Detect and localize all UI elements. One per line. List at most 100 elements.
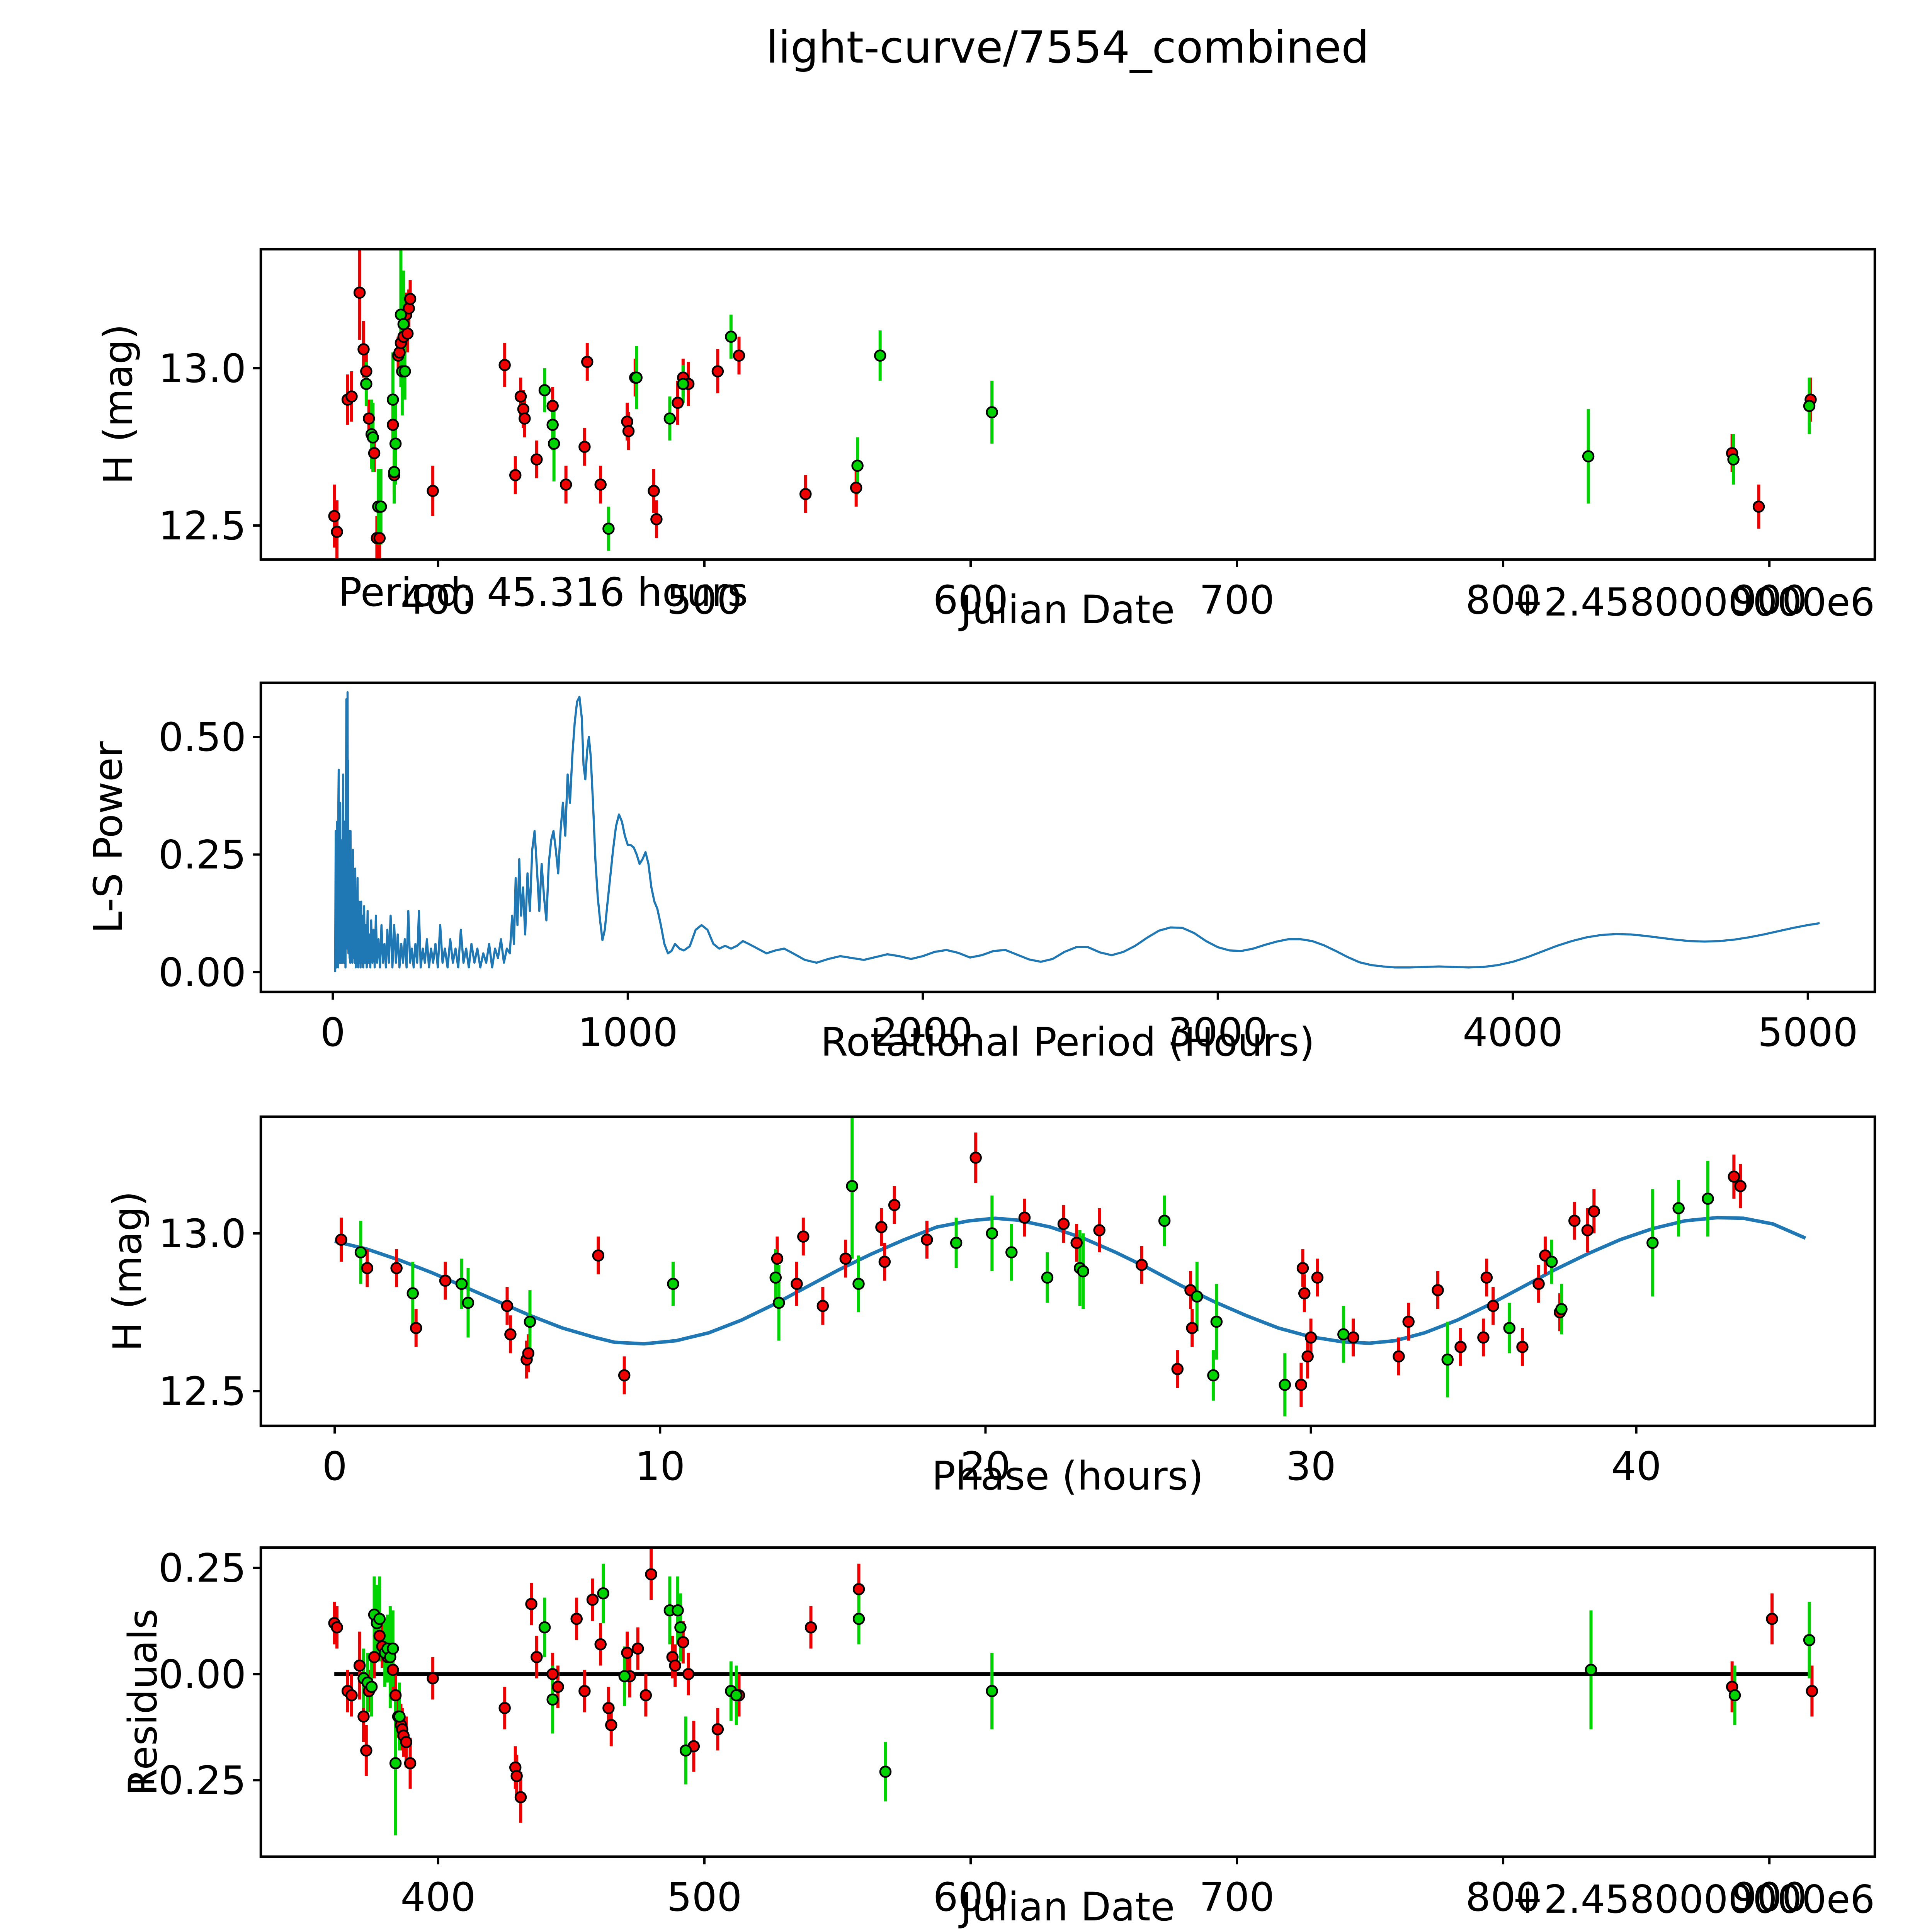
data-point bbox=[1503, 1322, 1516, 1334]
x-tick-label: 800 bbox=[1466, 1874, 1541, 1920]
x-tick-label: 500 bbox=[667, 577, 742, 623]
data-point bbox=[1077, 1265, 1089, 1277]
x-tick-label: 20 bbox=[961, 1444, 1011, 1490]
data-point bbox=[852, 1583, 865, 1595]
data-point bbox=[462, 1296, 474, 1309]
data-point bbox=[546, 418, 559, 431]
data-point bbox=[360, 378, 372, 390]
data-point bbox=[331, 1621, 343, 1634]
data-point bbox=[353, 286, 366, 299]
data-point bbox=[1171, 1363, 1184, 1375]
data-point bbox=[650, 513, 663, 526]
lightcurve-ylabel: H (mag) bbox=[95, 324, 141, 484]
data-point bbox=[400, 1736, 412, 1748]
x-tick-label: 600 bbox=[933, 577, 1009, 623]
residuals-frame bbox=[259, 1546, 1876, 1858]
x-tick-label: 4000 bbox=[1463, 1010, 1563, 1056]
data-point bbox=[621, 1646, 633, 1659]
data-point bbox=[669, 1659, 681, 1672]
x-tick-label: 1000 bbox=[578, 1010, 678, 1056]
data-point bbox=[631, 1642, 644, 1655]
x-tick-label: 0 bbox=[320, 1010, 345, 1056]
data-point bbox=[1070, 1236, 1083, 1249]
data-point bbox=[365, 1680, 378, 1693]
data-point bbox=[769, 1271, 782, 1284]
data-point bbox=[711, 365, 724, 378]
data-point bbox=[630, 371, 643, 384]
data-point bbox=[1588, 1205, 1600, 1218]
x-tick-label: 5000 bbox=[1758, 1010, 1858, 1056]
data-point bbox=[531, 453, 543, 466]
y-tick-label: 12.5 bbox=[158, 1369, 246, 1415]
phase-data bbox=[334, 1117, 1806, 1417]
data-point bbox=[850, 481, 862, 494]
phase-ylabel: H (mag) bbox=[105, 1191, 151, 1351]
data-point bbox=[373, 532, 386, 544]
data-point bbox=[645, 1568, 657, 1580]
data-point bbox=[846, 1180, 858, 1192]
data-point bbox=[578, 1685, 591, 1697]
lightcurve-frame bbox=[259, 248, 1876, 561]
lightcurve-axis-offset: +2.4580000000e6 bbox=[1511, 580, 1875, 625]
data-point bbox=[1158, 1214, 1171, 1227]
x-tick-label: 600 bbox=[933, 1874, 1009, 1920]
data-point bbox=[368, 1651, 381, 1663]
x-tick-label: 2000 bbox=[872, 1010, 973, 1056]
data-point bbox=[986, 1685, 998, 1697]
period-annotation: Period: 45.316 hours bbox=[338, 570, 748, 616]
periodogram-line bbox=[334, 691, 1820, 972]
data-point bbox=[501, 1300, 514, 1312]
data-point bbox=[331, 526, 343, 538]
data-point bbox=[389, 1757, 402, 1769]
residuals-axis-offset: +2.4580000000e6 bbox=[1511, 1877, 1875, 1922]
data-point bbox=[368, 447, 381, 459]
data-point bbox=[514, 390, 527, 403]
data-point bbox=[1803, 1634, 1816, 1646]
x-tick-label: 900 bbox=[1732, 1874, 1807, 1920]
data-point bbox=[354, 1246, 367, 1259]
data-point bbox=[1186, 1322, 1198, 1334]
data-point bbox=[1207, 1369, 1219, 1382]
data-point bbox=[345, 390, 358, 403]
data-point bbox=[546, 1693, 559, 1706]
data-point bbox=[531, 1651, 543, 1663]
data-point bbox=[1734, 1180, 1747, 1192]
data-point bbox=[1301, 1350, 1314, 1363]
x-tick-label: 900 bbox=[1732, 577, 1807, 623]
data-point bbox=[771, 1252, 784, 1265]
data-point bbox=[672, 396, 684, 409]
data-point bbox=[510, 1770, 523, 1782]
data-point bbox=[1279, 1379, 1291, 1391]
data-point bbox=[804, 1621, 817, 1634]
data-point bbox=[1806, 1685, 1818, 1697]
data-point bbox=[524, 1315, 536, 1328]
data-point bbox=[663, 412, 676, 425]
data-point bbox=[597, 1587, 609, 1600]
data-point bbox=[389, 437, 402, 450]
data-point bbox=[455, 1277, 468, 1290]
data-point bbox=[1582, 450, 1595, 463]
data-point bbox=[667, 1277, 679, 1290]
data-point bbox=[1093, 1224, 1105, 1236]
data-point bbox=[648, 485, 660, 497]
y-tick-label: −0.25 bbox=[125, 1758, 246, 1804]
data-point bbox=[373, 1612, 386, 1625]
plot-phase: 0 10 20 30 40 13.0 12.5 bbox=[158, 1115, 1876, 1490]
data-point bbox=[399, 365, 411, 378]
x-tick-label: 3000 bbox=[1168, 1010, 1268, 1056]
data-point bbox=[519, 412, 531, 425]
data-point bbox=[498, 359, 511, 371]
data-point bbox=[345, 1689, 358, 1702]
data-point bbox=[672, 1604, 684, 1617]
data-point bbox=[1568, 1214, 1581, 1227]
data-point bbox=[1803, 400, 1816, 412]
data-point bbox=[1057, 1218, 1070, 1230]
data-point bbox=[363, 412, 375, 425]
data-point bbox=[1337, 1328, 1350, 1341]
data-point bbox=[618, 1670, 631, 1682]
data-point bbox=[592, 1249, 605, 1262]
data-point bbox=[852, 1277, 865, 1290]
y-tick-label: 0.25 bbox=[158, 832, 246, 878]
data-point bbox=[390, 1262, 403, 1274]
